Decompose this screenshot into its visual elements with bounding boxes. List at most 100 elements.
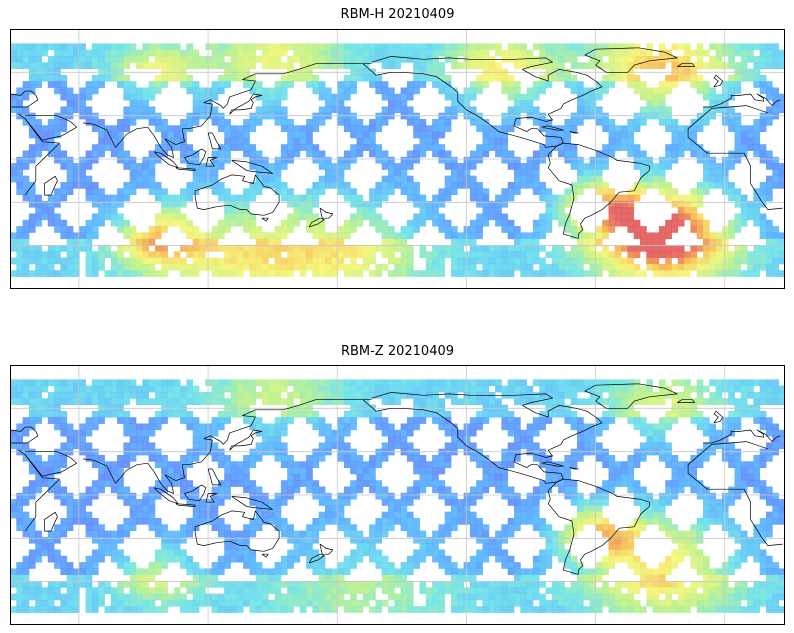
swath-cell [381, 156, 389, 164]
swath-cell [123, 555, 131, 563]
swath-cell [551, 392, 559, 399]
swath-cell [432, 536, 439, 544]
swath-cell [413, 524, 420, 531]
swath-cell [230, 410, 238, 418]
swath-cell [350, 49, 357, 57]
swath-cell [60, 87, 68, 95]
swath-cell [73, 263, 80, 271]
swath-cell [488, 251, 496, 258]
swath-cell [41, 385, 49, 393]
swath-cell [343, 194, 351, 202]
swath-cell [665, 182, 672, 189]
swath-cell [476, 62, 483, 69]
swath-cell [369, 150, 376, 158]
swath-cell [728, 492, 735, 500]
swath-cell [22, 251, 30, 258]
swath-cell [564, 119, 572, 126]
swath-cell [369, 524, 376, 531]
swath-cell [217, 87, 225, 95]
swath-cell [413, 74, 420, 82]
swath-cell [129, 238, 137, 246]
swath-cell [759, 119, 767, 126]
swath-cell [388, 257, 395, 265]
swath-cell [413, 213, 420, 221]
swath-cell [501, 131, 509, 139]
swath-cell [60, 524, 68, 531]
swath-cell [148, 43, 156, 51]
swath-cell [287, 455, 294, 462]
swath-cell [388, 169, 395, 177]
swath-cell [709, 62, 716, 69]
swath-cell [356, 207, 364, 214]
swath-cell [205, 238, 212, 246]
swath-cell [117, 188, 124, 195]
swath-cell [142, 505, 149, 513]
swath-cell [211, 81, 219, 88]
swath-cell [199, 62, 206, 69]
swath-cell [677, 207, 685, 214]
swath-cell [375, 392, 383, 399]
swath-cell [28, 257, 36, 265]
swath-cell [236, 251, 244, 258]
swath-cell [287, 398, 294, 405]
swath-cell [192, 417, 200, 424]
swath-cell [98, 263, 105, 271]
swath-cell [772, 518, 779, 525]
swath-cell [564, 410, 572, 418]
swath-cell [123, 417, 131, 424]
swath-cell [180, 263, 187, 271]
swath-cell [60, 398, 68, 405]
swath-cell [16, 93, 23, 101]
swath-cell [646, 232, 653, 240]
swath-cell [161, 188, 168, 195]
swath-cell [293, 263, 301, 271]
swath-cell [589, 43, 597, 51]
swath-cell [148, 232, 156, 240]
swath-cell [778, 257, 785, 265]
swath-cell [570, 81, 578, 88]
swath-cell [753, 137, 761, 145]
swath-cell [73, 385, 80, 393]
swath-cell [778, 238, 785, 246]
swath-cell [136, 568, 143, 576]
swath-cell [614, 530, 622, 538]
swath-cell [703, 486, 710, 494]
swath-cell [117, 581, 124, 588]
swath-cell [249, 524, 257, 531]
swath-cell [545, 251, 553, 258]
swath-cell [526, 436, 534, 443]
swath-cell [230, 392, 238, 399]
swath-cell [85, 574, 93, 582]
swath-cell [10, 429, 17, 437]
swath-cell [161, 251, 168, 258]
swath-cell [438, 417, 446, 424]
swath-cell [192, 150, 200, 158]
swath-cell [709, 175, 716, 183]
swath-cell [343, 56, 351, 63]
swath-cell [381, 175, 389, 183]
swath-cell [652, 100, 660, 107]
swath-cell [79, 562, 86, 569]
swath-cell [356, 62, 364, 69]
swath-cell [696, 492, 704, 500]
swath-cell [224, 81, 231, 88]
swath-cell [728, 188, 735, 195]
swath-cell [507, 49, 515, 57]
swath-cell [381, 219, 389, 227]
swath-cell [299, 530, 307, 538]
swath-cell [747, 207, 754, 214]
swath-cell [721, 270, 729, 277]
swath-cell [47, 194, 55, 202]
swath-cell [255, 392, 263, 399]
swath-cell [35, 473, 42, 481]
swath-cell [306, 536, 313, 544]
swath-cell [772, 106, 779, 114]
swath-cell [186, 398, 194, 405]
swath-cell [640, 455, 647, 462]
swath-cell [595, 398, 603, 405]
swath-cell [337, 442, 345, 450]
swath-cell [287, 119, 294, 126]
swath-cell [10, 581, 17, 588]
swath-cell [22, 150, 30, 158]
swath-cell [627, 385, 635, 393]
